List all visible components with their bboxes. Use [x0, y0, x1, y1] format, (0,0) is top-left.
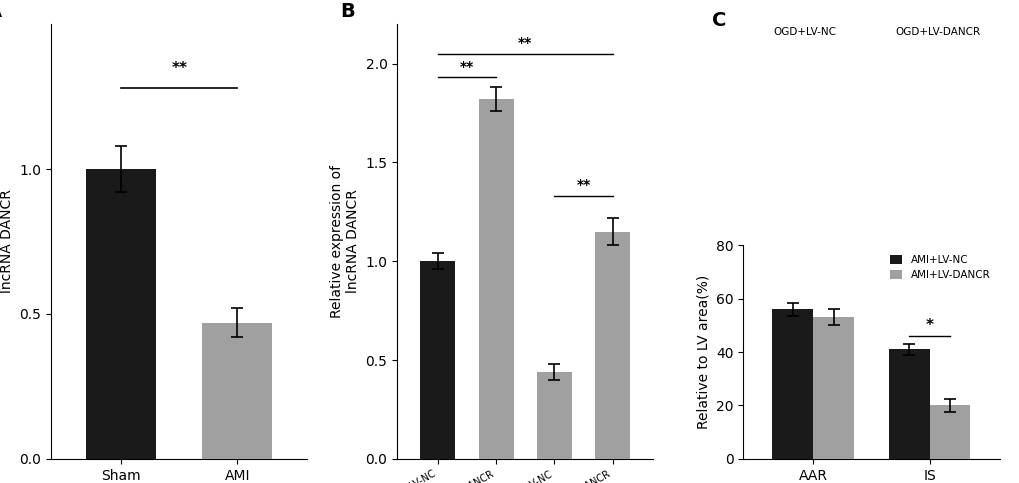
Text: C: C [711, 11, 727, 30]
Bar [420, 261, 454, 459]
Text: **: ** [171, 61, 187, 76]
Bar [771, 309, 812, 459]
Y-axis label: Relative expression of
lncRNA DANCR: Relative expression of lncRNA DANCR [329, 165, 360, 318]
Text: B: B [340, 2, 355, 21]
Text: **: ** [576, 178, 590, 192]
Text: **: ** [518, 36, 532, 50]
Text: *: * [925, 318, 932, 333]
Bar [203, 323, 272, 459]
Bar [478, 99, 514, 459]
Bar [595, 232, 630, 459]
Text: OGD+LV-NC: OGD+LV-NC [772, 28, 836, 37]
Legend: AMI+LV-NC, AMI+LV-DANCR: AMI+LV-NC, AMI+LV-DANCR [884, 250, 994, 284]
Bar [888, 349, 928, 459]
Bar [536, 372, 572, 459]
Y-axis label: Relative to LV area(%): Relative to LV area(%) [696, 275, 709, 429]
Text: A: A [0, 2, 2, 21]
Text: **: ** [460, 59, 474, 73]
Bar [812, 317, 853, 459]
Bar [86, 169, 156, 459]
Bar [928, 405, 969, 459]
Text: OGD+LV-DANCR: OGD+LV-DANCR [895, 28, 979, 37]
Y-axis label: Relative expression of
lncRNA DANCR: Relative expression of lncRNA DANCR [0, 165, 13, 318]
